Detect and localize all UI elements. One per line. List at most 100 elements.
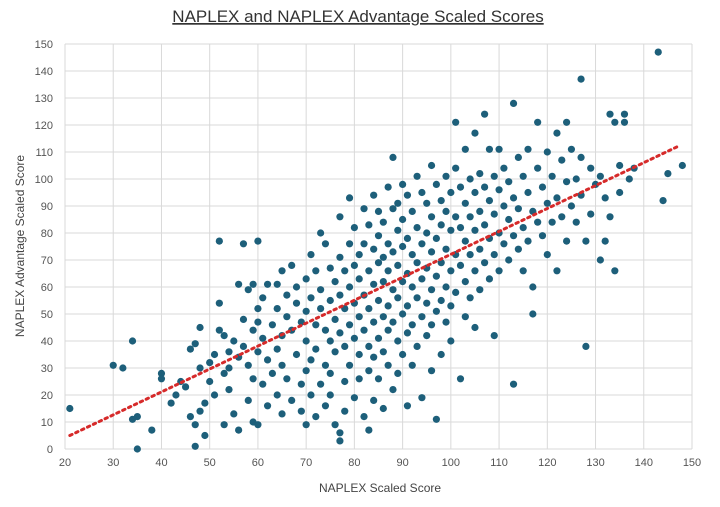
data-point	[490, 210, 498, 218]
data-point	[360, 413, 368, 421]
data-point	[206, 377, 214, 386]
data-point	[297, 318, 305, 326]
data-point	[471, 129, 479, 137]
x-tick-label: 30	[107, 457, 119, 469]
data-point	[191, 442, 199, 450]
data-point	[403, 329, 412, 337]
data-point	[432, 180, 440, 188]
data-point	[355, 313, 363, 321]
data-point	[413, 259, 421, 267]
data-point	[360, 240, 368, 248]
data-point	[365, 342, 373, 350]
data-point	[312, 413, 320, 421]
data-point	[148, 426, 156, 434]
y-tick-label: 50	[41, 309, 53, 321]
data-point	[534, 118, 542, 126]
data-point	[249, 280, 257, 288]
data-point	[399, 310, 407, 318]
data-point	[326, 337, 334, 345]
data-point	[529, 310, 537, 318]
data-point	[355, 275, 363, 283]
data-point	[543, 251, 551, 259]
y-tick-label: 10	[41, 417, 53, 429]
data-point	[326, 296, 334, 305]
data-point	[220, 369, 228, 377]
data-point	[365, 367, 373, 375]
data-point	[553, 267, 561, 275]
data-point	[427, 248, 436, 256]
data-point	[350, 334, 358, 342]
x-tick-labels: 20 30 40 50 60 70 80 90 100 110 120 130 140 150	[59, 457, 701, 469]
data-point	[288, 396, 296, 404]
data-point	[278, 410, 286, 418]
data-point	[215, 299, 223, 307]
data-point	[345, 194, 354, 202]
y-tick-label: 120	[35, 120, 53, 132]
data-point	[423, 299, 431, 307]
data-point	[442, 207, 450, 215]
data-point	[268, 321, 276, 329]
data-point	[447, 267, 455, 275]
data-point	[350, 224, 358, 232]
data-point	[611, 267, 619, 275]
data-point	[360, 205, 368, 213]
data-point	[66, 404, 74, 413]
chart-title: NAPLEX and NAPLEX Advantage Scaled Score…	[172, 7, 543, 26]
data-point	[191, 421, 199, 429]
x-tick-label: 100	[442, 457, 460, 469]
data-point	[172, 391, 180, 399]
data-point	[225, 386, 233, 394]
data-point	[326, 264, 334, 272]
data-point	[379, 278, 387, 286]
data-point	[403, 191, 412, 199]
data-point	[538, 183, 547, 191]
data-point	[288, 261, 296, 269]
data-point	[341, 407, 349, 415]
data-point	[427, 367, 436, 375]
data-point	[186, 345, 194, 353]
data-point	[596, 256, 604, 264]
data-point	[307, 251, 315, 259]
data-point	[259, 334, 267, 342]
x-tick-label: 90	[396, 457, 408, 469]
data-point	[370, 396, 378, 404]
data-point	[302, 275, 310, 283]
data-point	[582, 237, 590, 245]
data-point	[432, 234, 440, 242]
data-point	[297, 407, 305, 415]
data-point	[481, 259, 489, 267]
y-tick-label: 30	[41, 363, 53, 375]
data-point	[355, 350, 363, 359]
y-tick-label: 40	[41, 336, 53, 348]
data-point	[360, 326, 368, 334]
data-point	[563, 178, 571, 186]
data-point	[461, 278, 469, 286]
data-point	[317, 305, 325, 313]
data-point	[307, 356, 315, 364]
data-point	[312, 321, 320, 329]
data-point	[254, 237, 262, 245]
data-point	[519, 267, 527, 275]
data-point	[466, 294, 474, 302]
data-point	[447, 337, 455, 345]
data-point	[466, 175, 474, 183]
data-point	[379, 253, 387, 261]
data-point	[490, 332, 498, 340]
data-point	[442, 245, 450, 253]
data-point	[331, 315, 339, 323]
data-point	[307, 294, 315, 302]
data-point	[321, 361, 330, 369]
data-point	[374, 207, 383, 215]
data-point	[490, 172, 498, 180]
data-point	[558, 213, 566, 221]
data-point	[379, 404, 387, 413]
data-point	[384, 183, 392, 191]
data-point	[466, 251, 474, 259]
data-point	[399, 350, 407, 359]
data-point	[307, 391, 315, 399]
x-tick-label: 150	[683, 457, 701, 469]
data-point	[321, 402, 330, 410]
data-point	[452, 118, 460, 126]
data-point	[563, 118, 571, 126]
data-point	[408, 283, 416, 291]
